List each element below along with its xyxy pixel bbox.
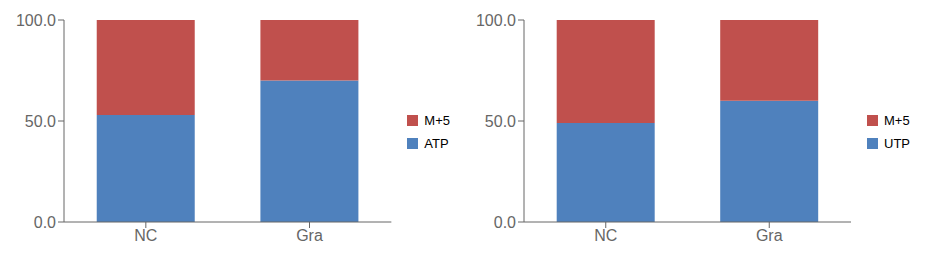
- html-text:M+5: M+5: [424, 113, 450, 128]
- html-text:M+5: M+5: [884, 113, 910, 128]
- html-text:UTP: UTP: [884, 136, 910, 151]
- svg-text:0.0: 0.0: [494, 214, 516, 231]
- svg-text:100.0: 100.0: [476, 12, 516, 29]
- svg-text:Gra: Gra: [756, 227, 783, 244]
- svg-text:100.0: 100.0: [16, 12, 56, 29]
- svg-text:Gra: Gra: [296, 227, 323, 244]
- html-text:ATP: ATP: [424, 136, 449, 151]
- svg-text:NC: NC: [134, 227, 157, 244]
- svg-text:0.0: 0.0: [34, 214, 56, 231]
- svg-text:NC: NC: [594, 227, 617, 244]
- svg-text:50.0: 50.0: [485, 113, 516, 130]
- svg-text:50.0: 50.0: [25, 113, 56, 130]
